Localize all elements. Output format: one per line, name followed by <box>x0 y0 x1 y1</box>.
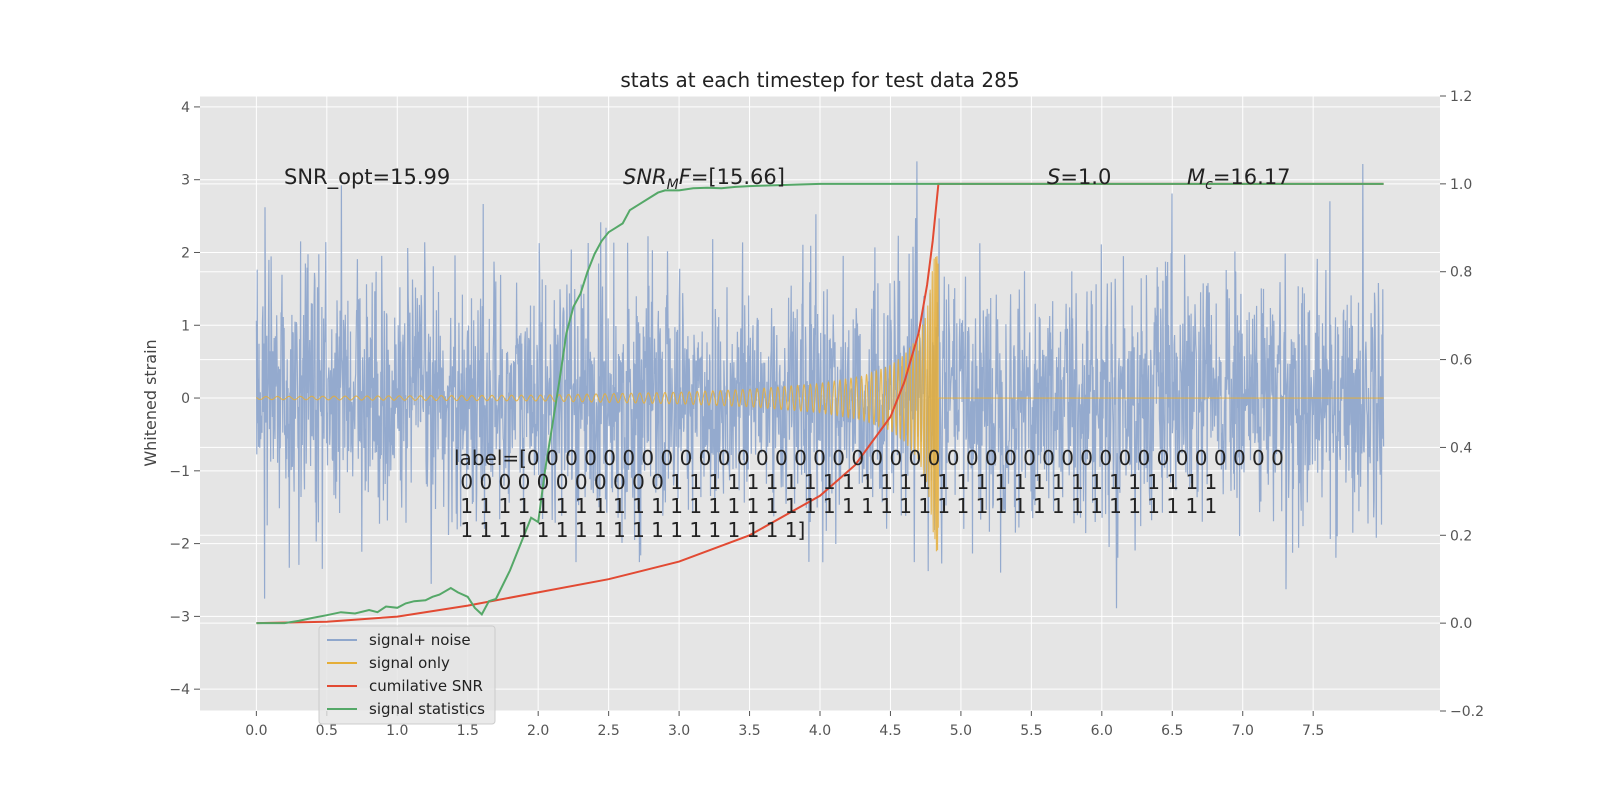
chart-title: stats at each timestep for test data 285 <box>620 68 1019 92</box>
label-line-4: 1 1 1 1 1 1 1 1 1 1 1 1 1 1 1 1 1 1] <box>454 518 805 542</box>
legend: signal+ noise signal only cumilative SNR… <box>318 625 496 725</box>
signal-only-line <box>256 256 1384 552</box>
y2-tick-label: 0.0 <box>1450 616 1472 632</box>
legend-label-cumulative-snr: cumilative SNR <box>369 677 483 695</box>
x-tick-label: 6.0 <box>1091 723 1113 739</box>
y-axis-label: Whitened strain <box>141 339 160 466</box>
mc-sub: c <box>1205 177 1213 193</box>
signal-statistics-line <box>256 182 1384 625</box>
signal-noise-series <box>255 161 1385 609</box>
y2-tick-label: −0.2 <box>1450 704 1484 720</box>
x-tick-label: 5.0 <box>950 723 972 739</box>
axis-ticks: 0.0 0.5 1.0 1.5 2.0 2.5 3.0 3.5 4.0 4.5 5.0 5.5 6.0 6… <box>169 89 1484 739</box>
x-tick-label: 6.5 <box>1161 723 1183 739</box>
legend-label-signal-noise: signal+ noise <box>369 631 471 649</box>
y2-tick-label: 0.2 <box>1450 528 1472 544</box>
x-tick-label: 4.0 <box>809 723 831 739</box>
y2-tick-label: 1.0 <box>1450 177 1472 193</box>
annotation-s: S=1.0 <box>1047 165 1111 189</box>
legend-box <box>318 625 496 725</box>
x-tick-label: 7.0 <box>1232 723 1254 739</box>
x-tick-label: 3.0 <box>668 723 690 739</box>
signal-only-series <box>256 256 1384 552</box>
x-tick-label: 1.0 <box>386 723 408 739</box>
annotation-mc: Mc=16.17 <box>1187 165 1291 193</box>
annotation-label: label=[0 0 0 0 0 0 0 0 0 0 0 0 0 0 0 0 0… <box>454 446 1284 542</box>
legend-label-signal-only: signal only <box>369 654 450 672</box>
legend-label-signal-statistics: signal statistics <box>369 700 485 718</box>
x-tick-label: 2.5 <box>598 723 620 739</box>
x-tick-label: 4.5 <box>879 723 901 739</box>
snr-mf-rest: =[15.66] <box>691 165 785 189</box>
snr-mf-main: SNR <box>623 165 667 189</box>
x-tick-label: 3.5 <box>738 723 760 739</box>
snr-mf-rest-italic: F <box>679 165 692 189</box>
y2-tick-label: 1.2 <box>1450 89 1472 105</box>
y2-tick-label: 0.4 <box>1450 440 1472 456</box>
label-line-2: 0 0 0 0 0 0 0 0 0 0 0 1 1 1 1 1 1 1 1 1 … <box>454 470 1217 494</box>
mc-rest: =16.17 <box>1213 165 1291 189</box>
annotation-snr-opt: SNR_opt=15.99 <box>284 165 450 190</box>
y-tick-label: 3 <box>181 173 190 189</box>
s-italic: S <box>1047 165 1060 189</box>
x-tick-label: 0.0 <box>245 723 267 739</box>
y-tick-label: 1 <box>181 318 190 334</box>
x-tick-label: 0.5 <box>316 723 338 739</box>
label-line-1: label=[0 0 0 0 0 0 0 0 0 0 0 0 0 0 0 0 0… <box>454 446 1284 470</box>
s-rest: =1.0 <box>1060 165 1111 189</box>
y-tick-label: −3 <box>169 609 190 625</box>
snr-mf-sub: M <box>667 177 679 193</box>
y-tick-label: 4 <box>181 100 190 116</box>
y-tick-label: −1 <box>169 464 190 480</box>
y-tick-label: 0 <box>181 391 190 407</box>
x-tick-label: 1.5 <box>457 723 479 739</box>
label-line-3: 1 1 1 1 1 1 1 1 1 1 1 1 1 1 1 1 1 1 1 1 … <box>454 494 1217 518</box>
annotation-snr-mf: SNRMF=[15.66] <box>623 165 785 193</box>
signal-noise-line <box>255 161 1385 609</box>
x-tick-label: 5.5 <box>1020 723 1042 739</box>
y-tick-label: 2 <box>181 245 190 261</box>
curves <box>256 182 1384 625</box>
y2-tick-label: 0.6 <box>1450 353 1472 369</box>
x-tick-label: 7.5 <box>1302 723 1324 739</box>
y-tick-label: −4 <box>169 682 190 698</box>
y-tick-label: −2 <box>169 537 190 553</box>
mc-italic: M <box>1187 165 1205 189</box>
y2-tick-label: 0.8 <box>1450 265 1472 281</box>
grid <box>200 95 1440 712</box>
x-tick-label: 2.0 <box>527 723 549 739</box>
